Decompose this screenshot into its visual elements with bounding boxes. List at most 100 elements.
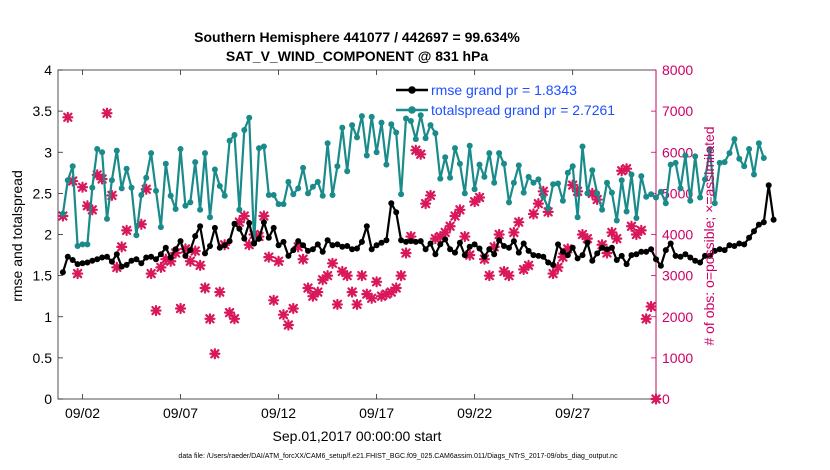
totalspread-point (501, 160, 507, 167)
assimilated-obs-marker (317, 274, 329, 286)
x-tick-label: 09/22 (457, 405, 492, 421)
assimilated-obs-marker (420, 198, 432, 210)
rmse-point (638, 248, 645, 255)
totalspread-point (334, 163, 341, 170)
rmse-point (197, 223, 204, 230)
assimilated-obs-marker (223, 307, 236, 319)
totalspread-point (731, 136, 738, 143)
assimilated-obs-marker (557, 251, 569, 263)
totalspread-point (123, 165, 130, 172)
totalspread-point (706, 146, 713, 152)
assimilated-obs-marker (591, 193, 603, 206)
rmse-point (672, 252, 679, 259)
rmse-point (349, 246, 356, 253)
totalspread-point (285, 178, 292, 185)
totalspread-point (226, 137, 233, 144)
assimilated-obs-marker (635, 224, 647, 236)
rmse-point (59, 269, 66, 276)
totalspread-point (755, 140, 762, 147)
rmse-point (486, 246, 493, 253)
assimilated-obs-marker (405, 230, 417, 243)
totalspread-point (349, 122, 356, 129)
rmse-point (628, 252, 635, 259)
totalspread-point (643, 193, 650, 200)
rmse-point (383, 237, 390, 244)
totalspread-point (69, 163, 76, 170)
assimilated-obs-marker (640, 313, 652, 325)
rmse-point (540, 253, 547, 260)
totalspread-point (74, 243, 81, 249)
totalspread-point (584, 190, 591, 197)
right-tick-label: 7000 (662, 103, 693, 119)
rmse-point (496, 237, 503, 244)
totalspread-point (506, 199, 512, 206)
totalspread-series (59, 112, 767, 249)
rmse-point (251, 240, 258, 247)
rmse-point (447, 246, 454, 253)
assimilated-obs-marker (194, 259, 206, 271)
assimilated-obs-marker (459, 230, 471, 243)
rmse-point (677, 253, 684, 260)
legend-rmse-marker (408, 86, 416, 94)
rmse-point (422, 246, 429, 253)
totalspread-point (559, 197, 566, 204)
left-tick-label: 1.5 (33, 268, 53, 284)
right-tick-label: 2000 (662, 309, 693, 325)
rmse-point (751, 228, 757, 235)
totalspread-point (403, 115, 409, 122)
totalspread-point (368, 113, 375, 120)
assimilated-obs-marker (581, 233, 593, 245)
rmse-point (172, 246, 179, 253)
rmse-point (682, 251, 689, 258)
rmse-point (515, 249, 522, 256)
rmse-point (765, 182, 772, 189)
rmse-point (623, 261, 630, 268)
right-tick-label: 8000 (662, 62, 693, 78)
totalspread-point (491, 179, 498, 186)
assimilated-obs-marker (199, 282, 211, 294)
right-tick-label: 1000 (662, 350, 693, 366)
totalspread-point (260, 143, 267, 150)
rmse-point (555, 241, 561, 248)
rmse-point (108, 258, 115, 265)
totalspread-point (202, 150, 208, 157)
rmse-point (501, 243, 507, 249)
assimilated-obs-marker (630, 228, 642, 241)
left-axis-ticks: 0 0.5 1 1.5 2 2.5 3 3.5 4 (33, 62, 63, 407)
rmse-point (726, 242, 733, 249)
rmse-point (412, 238, 419, 245)
y-axis-label-right: # of obs: o=possible; ×=assimilated (701, 126, 717, 345)
rmse-point (545, 259, 552, 266)
assimilated-obs-marker (469, 196, 481, 208)
assimilated-obs-marker (625, 220, 638, 232)
assimilated-obs-marker (341, 270, 353, 282)
totalspread-point (741, 163, 748, 170)
assimilated-obs-marker (552, 261, 564, 273)
assimilated-obs-marker (106, 189, 118, 202)
rmse-point (648, 246, 655, 253)
rmse-point (403, 238, 409, 245)
rmse-point (456, 239, 463, 246)
totalspread-point (486, 150, 493, 157)
rmse-point (481, 253, 488, 260)
totalspread-point (99, 149, 106, 156)
assimilated-obs-marker (72, 267, 84, 280)
rmse-point (329, 242, 336, 249)
left-tick-label: 4 (44, 62, 52, 78)
totalspread-point (653, 194, 659, 201)
assimilated-obs-marker (302, 282, 314, 294)
assimilated-obs-marker (238, 210, 250, 222)
rmse-point (94, 256, 101, 263)
totalspread-point (383, 161, 390, 168)
rmse-point (241, 235, 248, 242)
assimilated-obs-marker (415, 148, 427, 160)
totalspread-point (515, 162, 522, 169)
x-axis-ticks: 09/02 09/07 09/12 09/17 09/22 09/27 (65, 70, 590, 421)
totalspread-point (648, 191, 655, 198)
totalspread-point (604, 179, 610, 186)
totalspread-point (447, 174, 454, 181)
totalspread-point (373, 149, 380, 156)
rmse-point (716, 246, 723, 253)
rmse-point (653, 256, 659, 263)
